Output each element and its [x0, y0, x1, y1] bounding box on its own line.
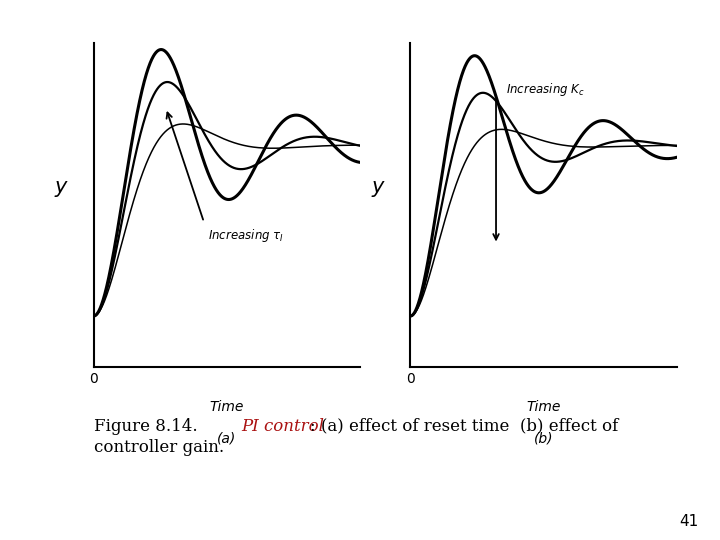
Text: controller gain.: controller gain.: [94, 440, 224, 456]
Text: 41: 41: [679, 514, 698, 529]
Text: Time: Time: [210, 400, 244, 414]
Text: $y$: $y$: [371, 179, 386, 199]
Text: Time: Time: [526, 400, 561, 414]
Text: (b): (b): [534, 432, 554, 446]
Text: Increasing $\tau_I$: Increasing $\tau_I$: [208, 227, 284, 245]
Text: Chapter 8: Chapter 8: [23, 210, 41, 309]
Text: : (a) effect of reset time  (b) effect of: : (a) effect of reset time (b) effect of: [310, 418, 618, 435]
Text: $y$: $y$: [54, 179, 69, 199]
Text: Figure 8.14.: Figure 8.14.: [94, 418, 202, 435]
Text: (a): (a): [217, 432, 236, 446]
Text: Increasing $K_c$: Increasing $K_c$: [505, 80, 585, 98]
Text: PI control: PI control: [241, 418, 324, 435]
